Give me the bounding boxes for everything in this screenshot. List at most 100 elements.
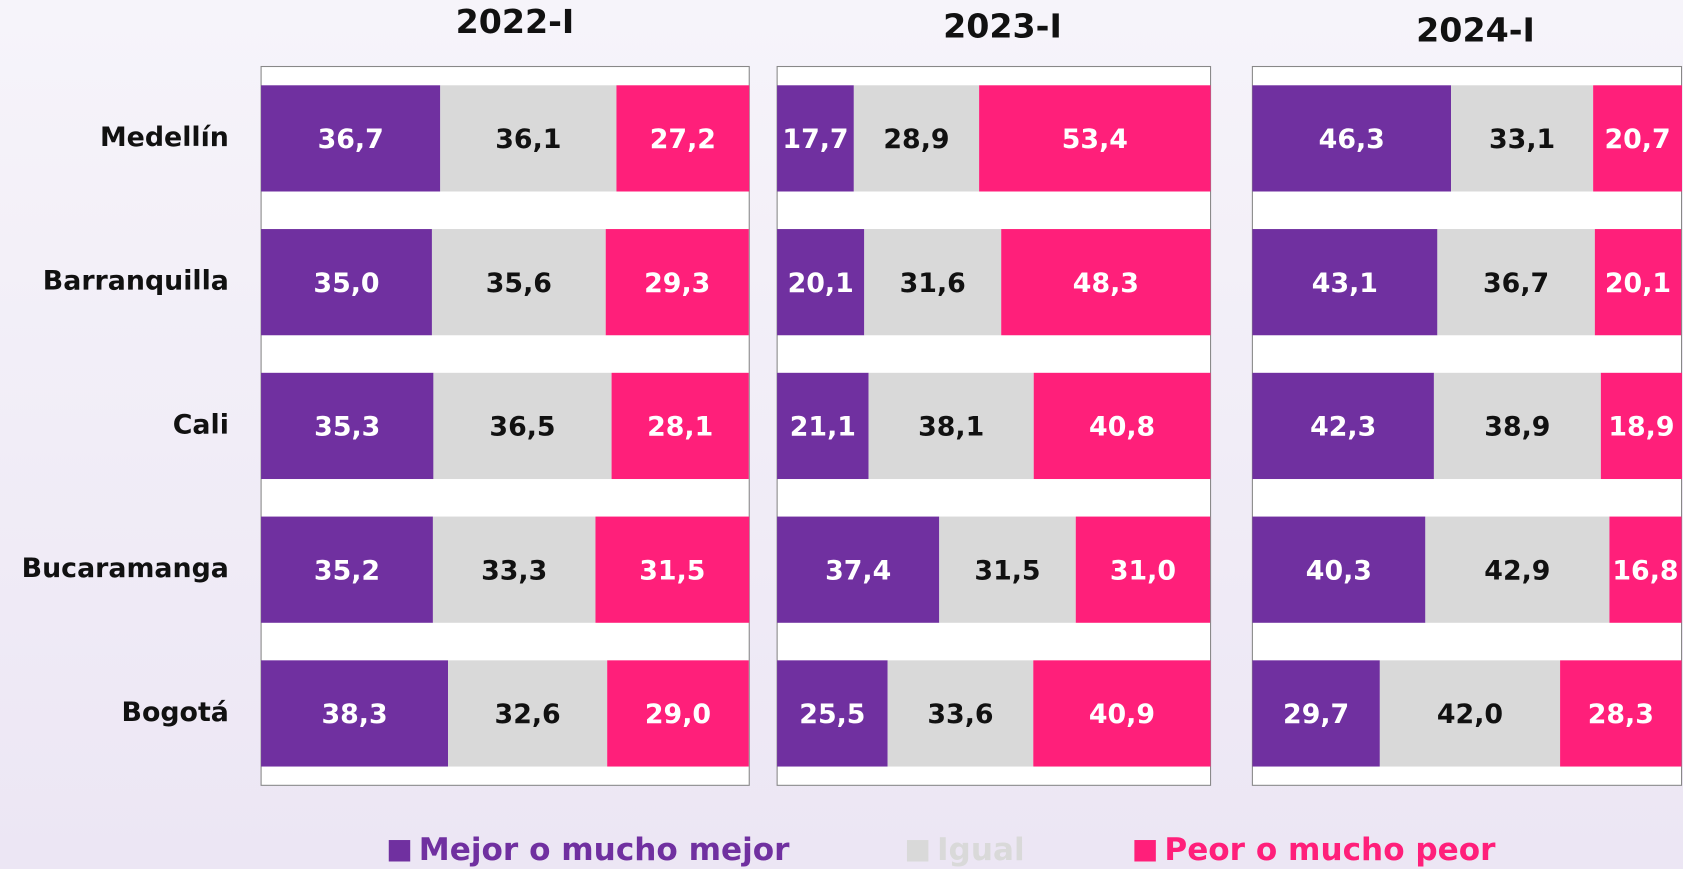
bar-segment — [1451, 85, 1594, 192]
value-label: 31,5 — [974, 555, 1040, 586]
bar-segment — [1033, 660, 1211, 767]
bar-segment — [777, 516, 940, 623]
value-label: 29,3 — [644, 268, 710, 299]
value-label: 38,3 — [321, 699, 387, 730]
bar-segment — [607, 660, 749, 767]
value-label: 42,9 — [1484, 555, 1550, 586]
value-label: 33,3 — [481, 555, 547, 586]
bar-segment — [979, 85, 1211, 192]
bar-segment — [777, 229, 865, 336]
value-label: 31,5 — [639, 555, 705, 586]
value-label: 36,7 — [318, 124, 384, 155]
value-label: 28,3 — [1588, 699, 1654, 730]
legend-label: Igual — [937, 832, 1025, 868]
legend-swatch — [1134, 840, 1156, 862]
category-label: Cali — [173, 409, 229, 440]
value-label: 33,1 — [1489, 124, 1555, 155]
value-label: 28,1 — [647, 412, 713, 443]
value-label: 40,9 — [1089, 699, 1155, 730]
bar-segment — [261, 85, 441, 192]
value-label: 20,1 — [1605, 268, 1671, 299]
bar-segment — [261, 229, 432, 336]
value-label: 33,6 — [927, 699, 993, 730]
bar-segment — [1433, 372, 1601, 480]
value-label: 29,0 — [645, 699, 711, 730]
panel-title: 2024-I — [1416, 11, 1535, 50]
bar-segment — [1560, 660, 1682, 767]
bar-segment — [616, 85, 750, 192]
category-label: Barranquilla — [43, 266, 229, 297]
bar-segment — [1252, 85, 1452, 192]
bar-segment — [448, 660, 608, 767]
value-label: 46,3 — [1319, 124, 1385, 155]
bar-segment — [433, 372, 612, 480]
value-label: 31,6 — [900, 268, 966, 299]
bar-segment — [605, 229, 749, 336]
bar-segment — [1594, 229, 1682, 336]
bar-segment — [1252, 372, 1434, 480]
value-label: 29,7 — [1283, 699, 1349, 730]
bar-segment — [440, 85, 617, 192]
panel-title: 2022-I — [456, 2, 575, 41]
value-label: 48,3 — [1073, 268, 1139, 299]
bar-segment — [777, 85, 854, 192]
bar-segment — [939, 516, 1076, 623]
bar-segment — [261, 516, 433, 623]
value-label: 36,5 — [489, 412, 555, 443]
bar-segment — [611, 372, 749, 480]
category-label: Bogotá — [122, 697, 229, 728]
value-label: 32,6 — [495, 699, 561, 730]
bar-segment — [1001, 229, 1211, 336]
bar-segment — [777, 372, 869, 480]
value-label: 16,8 — [1612, 555, 1678, 586]
value-label: 37,4 — [825, 555, 891, 586]
bar-segment — [261, 660, 449, 767]
bar-segment — [1593, 85, 1682, 192]
bar-segment — [595, 516, 750, 623]
bar-segment — [887, 660, 1034, 767]
bar-segment — [1600, 372, 1682, 480]
value-label: 28,9 — [883, 124, 949, 155]
bar-segment — [1033, 372, 1211, 480]
value-label: 36,7 — [1483, 268, 1549, 299]
value-label: 18,9 — [1608, 412, 1674, 443]
value-label: 38,9 — [1484, 412, 1550, 443]
bar-segment — [431, 229, 606, 336]
bar-segment — [1379, 660, 1561, 767]
value-label: 35,6 — [486, 268, 552, 299]
value-label: 35,3 — [314, 412, 380, 443]
legend-label: Mejor o mucho mejor — [419, 832, 790, 868]
bar-segment — [777, 660, 888, 767]
value-label: 21,1 — [790, 412, 856, 443]
bar-segment — [853, 85, 980, 192]
value-label: 27,2 — [650, 124, 716, 155]
value-label: 42,3 — [1310, 412, 1376, 443]
bar-segment — [261, 372, 434, 480]
legend-label: Peor o mucho peor — [1164, 832, 1496, 868]
bar-segment — [1609, 516, 1682, 623]
legend-swatch — [906, 840, 929, 862]
value-label: 20,1 — [788, 268, 854, 299]
bar-segment — [868, 372, 1034, 480]
bar-segment — [1252, 516, 1426, 623]
value-label: 20,7 — [1604, 124, 1670, 155]
value-label: 42,0 — [1437, 699, 1503, 730]
value-label: 38,1 — [918, 412, 984, 443]
category-label: Medellín — [100, 122, 229, 153]
value-label: 43,1 — [1312, 268, 1378, 299]
bar-segment — [1075, 516, 1211, 623]
value-label: 25,5 — [799, 699, 865, 730]
legend-swatch — [388, 840, 411, 862]
bar-segment — [432, 516, 596, 623]
value-label: 35,0 — [313, 268, 379, 299]
bar-segment — [864, 229, 1002, 336]
panel-title: 2023-I — [943, 6, 1062, 45]
value-label: 40,3 — [1306, 555, 1372, 586]
bar-segment — [1425, 516, 1610, 623]
value-label: 36,1 — [495, 124, 561, 155]
category-label: Bucaramanga — [22, 553, 229, 584]
bar-segment — [1252, 229, 1438, 336]
value-label: 53,4 — [1062, 124, 1128, 155]
